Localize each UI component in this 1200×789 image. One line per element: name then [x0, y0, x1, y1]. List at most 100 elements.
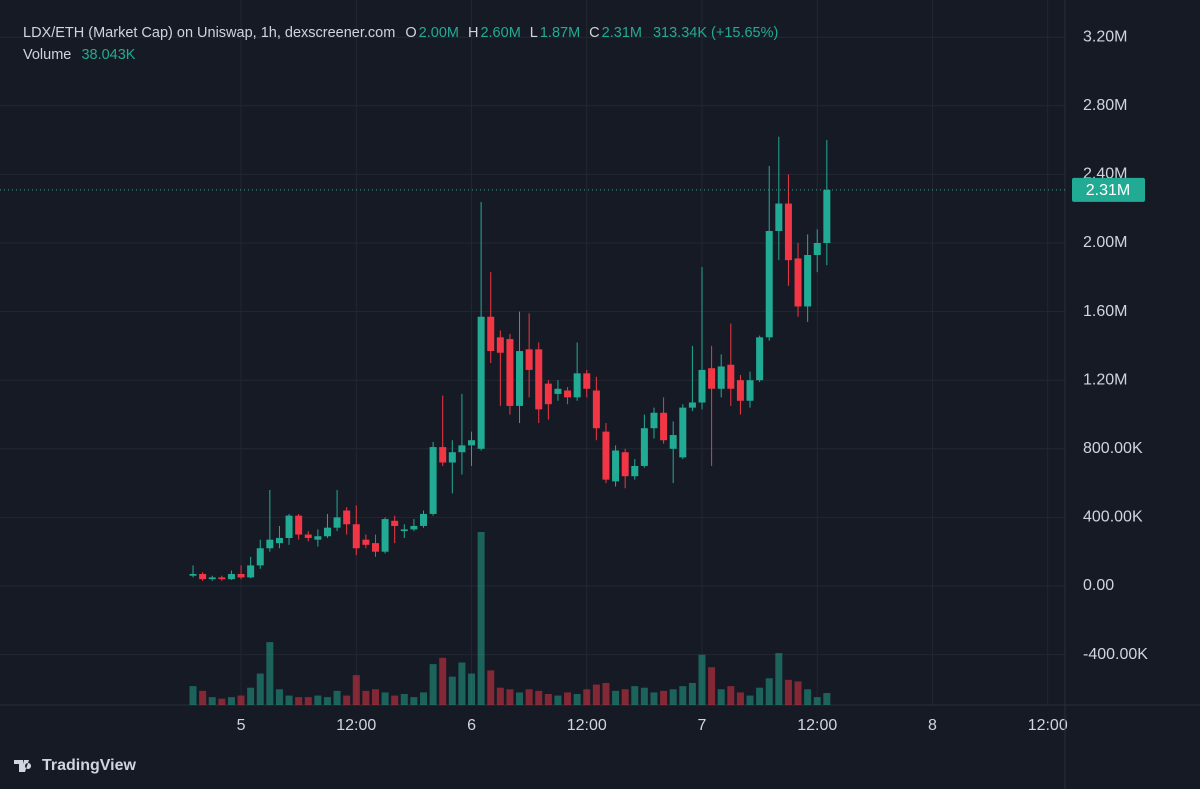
x-tick-label: 6 — [467, 717, 476, 734]
candle-body — [275, 537, 283, 544]
y-tick-label: 400.00K — [1083, 509, 1143, 526]
volume-bar — [304, 697, 312, 705]
candle-body — [458, 445, 466, 453]
candle-body — [362, 539, 370, 545]
volume-bar — [573, 693, 581, 705]
candle-body — [506, 339, 514, 406]
x-tick-label: 7 — [698, 717, 707, 734]
y-tick-label: 2.00M — [1083, 234, 1127, 251]
candle-body — [448, 452, 456, 463]
candle-body — [535, 349, 543, 410]
volume-bar — [362, 690, 370, 705]
candle-body — [381, 519, 389, 552]
candle-body — [439, 447, 447, 463]
volume-bar — [247, 687, 255, 705]
candle-body — [756, 337, 764, 381]
y-tick-label: 0.00 — [1083, 577, 1114, 594]
candle-body — [554, 388, 562, 394]
volume-bar — [804, 689, 812, 705]
candle-body — [525, 349, 533, 370]
candle-body — [343, 510, 351, 525]
volume-bar — [564, 692, 572, 705]
volume-bar — [352, 675, 360, 705]
volume-bar — [371, 689, 379, 705]
candle-body — [813, 243, 821, 256]
volume-bar — [199, 690, 207, 705]
logo — [14, 760, 32, 772]
candle-body — [775, 203, 783, 231]
volume-bar — [708, 667, 716, 705]
ohlc-key: L — [529, 25, 538, 41]
y-tick-label: 1.20M — [1083, 371, 1127, 388]
ohlc-value: 1.87M — [539, 25, 581, 41]
volume-bar — [602, 682, 610, 705]
candle-body — [688, 402, 696, 408]
candle-body — [736, 380, 744, 401]
candle-body — [371, 543, 379, 552]
candle-body — [314, 536, 322, 540]
volume-bar — [189, 686, 197, 705]
volume-bar — [717, 689, 725, 705]
legend-header: LDX/ETH (Market Cap) on Uniswap, 1h, dex… — [23, 22, 780, 66]
volume-bar — [429, 664, 437, 705]
volume-bar — [698, 654, 706, 705]
volume-bar — [612, 690, 620, 705]
volume-bar — [535, 690, 543, 705]
y-tick-label: -400.00K — [1083, 646, 1148, 663]
volume-bar — [208, 697, 216, 705]
last-price-label: 2.31M — [1086, 182, 1130, 199]
ohlc-value: 2.00M — [418, 25, 459, 41]
candle-body — [487, 316, 495, 352]
candle-body — [352, 524, 360, 549]
candle-body — [794, 258, 802, 307]
volume-bar — [468, 673, 476, 705]
candle-body — [295, 515, 303, 535]
candle-body — [496, 337, 504, 353]
candle-body — [544, 383, 552, 405]
candle-body — [746, 380, 754, 401]
candle-body — [621, 452, 629, 477]
candle-body — [784, 203, 792, 261]
volume-bar — [285, 695, 293, 705]
volume-bar — [583, 689, 591, 705]
change: 313.34K (+15.65%) — [652, 25, 779, 41]
candle-body — [602, 431, 610, 480]
volume-bar — [679, 686, 687, 705]
x-tick-label: 12:00 — [797, 717, 837, 734]
volume-bar — [813, 697, 821, 705]
volume-bar — [391, 695, 399, 705]
candle-body — [189, 573, 197, 576]
candle-body — [727, 364, 735, 389]
candle-body — [669, 435, 677, 449]
volume-bar — [525, 689, 533, 705]
volume-bar — [640, 687, 648, 705]
volume-bar — [688, 682, 696, 705]
volume-bar — [381, 692, 389, 705]
x-tick-label: 12:00 — [336, 717, 376, 734]
volume-value: 38.043K — [81, 47, 136, 63]
candle-body — [765, 230, 773, 338]
volume-bar — [237, 695, 245, 705]
candle-body — [237, 573, 245, 578]
candle-body — [698, 369, 706, 403]
candle-body — [247, 565, 255, 578]
ohlc-value: 2.31M — [601, 25, 642, 41]
candle-body — [227, 573, 235, 580]
volume-bar — [554, 695, 562, 705]
title: LDX/ETH (Market Cap) on Uniswap, 1h, dex… — [23, 25, 396, 41]
volume-bar — [400, 693, 408, 705]
x-tick-label: 5 — [237, 717, 246, 734]
volume-bar — [227, 697, 235, 705]
volume-bar — [477, 532, 485, 705]
volume-bar — [669, 689, 677, 705]
ohlc-line: LDX/ETH (Market Cap) on Uniswap, 1h, dex… — [23, 22, 780, 44]
candle-body — [708, 368, 716, 389]
volume-bar — [660, 690, 668, 705]
candle-body — [391, 520, 399, 526]
volume-bar — [295, 697, 303, 705]
y-tick-label: 800.00K — [1083, 440, 1143, 457]
volume-bar — [784, 679, 792, 705]
volume-bar — [439, 657, 447, 705]
candle-body — [266, 539, 274, 549]
